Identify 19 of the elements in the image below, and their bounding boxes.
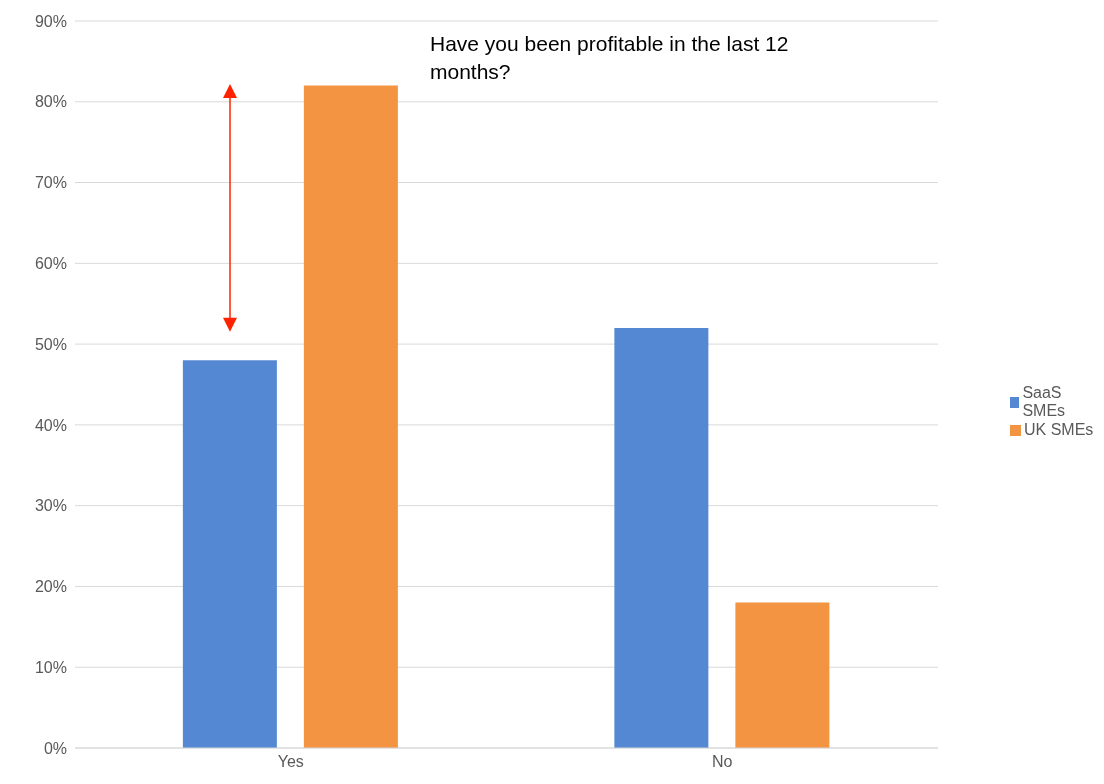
x-tick-label: No bbox=[712, 753, 733, 771]
y-tick-label: 0% bbox=[43, 739, 67, 757]
text: Have you been profitable in the last 12 months? bbox=[430, 31, 790, 85]
y-tick-label: 40% bbox=[34, 416, 67, 434]
y-tick-label: 30% bbox=[34, 497, 67, 515]
y-tick-label: 10% bbox=[34, 658, 67, 676]
bar bbox=[303, 85, 398, 748]
y-tick-label: 20% bbox=[34, 578, 67, 596]
legend-label: SaaS SMEs bbox=[1021, 384, 1067, 419]
y-tick-label: 90% bbox=[34, 12, 67, 30]
bar bbox=[614, 327, 709, 748]
legend-label: UK SMEs bbox=[1024, 421, 1094, 438]
y-tick-label: 60% bbox=[34, 255, 67, 273]
y-tick-label: 70% bbox=[34, 174, 67, 192]
bar bbox=[735, 602, 830, 748]
bar bbox=[182, 360, 277, 748]
y-tick-label: 50% bbox=[34, 335, 67, 353]
x-tick-label: Yes bbox=[277, 753, 304, 771]
y-tick-label: 80% bbox=[34, 93, 67, 111]
